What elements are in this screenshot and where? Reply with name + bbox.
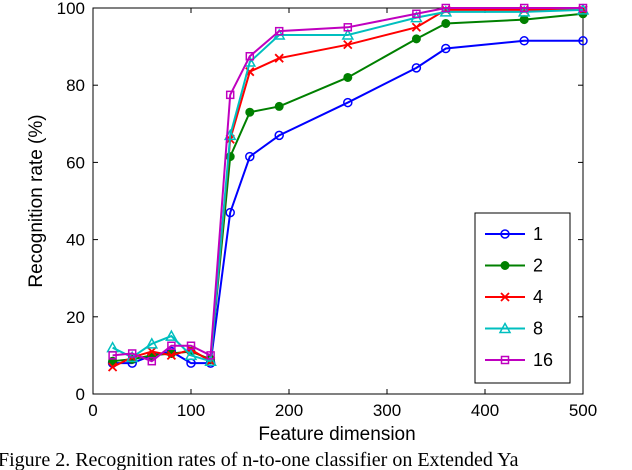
data-point	[274, 130, 284, 141]
data-point	[166, 350, 177, 361]
data-point	[411, 34, 421, 44]
x-tick-label: 100	[177, 401, 205, 420]
x-axis-label: Feature dimension	[258, 424, 415, 445]
legend-item: 8	[485, 319, 543, 339]
data-point	[225, 207, 235, 218]
data-point	[225, 90, 235, 100]
data-point	[441, 3, 451, 13]
data-point	[343, 40, 353, 50]
series-line-8	[112, 8, 584, 363]
data-point	[127, 349, 137, 358]
data-point	[184, 348, 198, 361]
data-point	[343, 97, 353, 108]
legend-label: 16	[533, 350, 553, 370]
legend-item: 16	[485, 350, 553, 370]
data-point	[245, 52, 255, 61]
legend-label: 8	[533, 319, 543, 339]
axes-frame	[92, 7, 584, 395]
data-point	[204, 354, 217, 366]
data-point	[186, 341, 196, 350]
x-tick-label: 500	[569, 401, 597, 420]
legend-item: 2	[485, 256, 543, 276]
legend-marker	[500, 229, 510, 239]
data-point	[106, 341, 119, 353]
legend-label: 2	[533, 256, 543, 276]
y-tick-label: 40	[66, 231, 85, 250]
legend-label: 4	[533, 287, 543, 307]
data-point	[147, 346, 157, 357]
data-point	[165, 329, 178, 341]
y-tick-label: 80	[66, 76, 85, 95]
y-tick-label: 60	[66, 153, 85, 172]
y-axis-label: Recognition rate (%)	[26, 114, 47, 287]
y-tick-label: 100	[57, 0, 85, 18]
data-point	[145, 337, 159, 349]
data-point	[108, 351, 117, 360]
legend-item: 1	[485, 224, 543, 244]
data-point	[578, 36, 588, 46]
y-tick-label: 20	[66, 308, 85, 327]
data-point	[274, 101, 284, 111]
data-point	[147, 356, 157, 366]
data-point	[411, 63, 422, 73]
data-point	[576, 3, 590, 15]
data-point	[411, 22, 422, 32]
data-point	[341, 28, 355, 40]
data-point	[167, 341, 176, 350]
data-point	[274, 26, 284, 36]
x-tick-label: 300	[373, 401, 401, 420]
x-tick-label: 200	[275, 401, 303, 420]
legend-item: 4	[485, 287, 543, 307]
data-point	[519, 3, 529, 13]
y-tick-label: 0	[76, 385, 85, 404]
data-point	[441, 18, 451, 28]
data-point	[441, 43, 451, 54]
x-tick-label: 400	[471, 401, 499, 420]
data-point	[343, 23, 353, 32]
x-tick-label: 0	[88, 401, 97, 420]
data-point	[206, 351, 215, 360]
data-point	[578, 3, 588, 13]
data-point	[107, 362, 118, 372]
data-point	[519, 36, 529, 46]
legend-marker	[500, 292, 510, 302]
legend-marker	[498, 321, 512, 334]
data-point	[245, 107, 255, 117]
data-point	[274, 53, 284, 63]
data-point	[343, 72, 353, 82]
data-point	[412, 9, 421, 19]
legend-marker	[500, 355, 510, 365]
data-point	[245, 151, 255, 162]
plot-area: 0 100 200 300 400 500 0 20 40 60 80 100	[57, 0, 598, 420]
figure-caption: Figure 2. Recognition rates of n-to-one …	[0, 449, 519, 470]
legend: 1 2 4 8 16	[474, 212, 571, 384]
legend-label: 1	[533, 224, 543, 244]
data-point	[519, 15, 529, 25]
series-16	[108, 3, 588, 366]
legend-marker	[500, 261, 510, 270]
